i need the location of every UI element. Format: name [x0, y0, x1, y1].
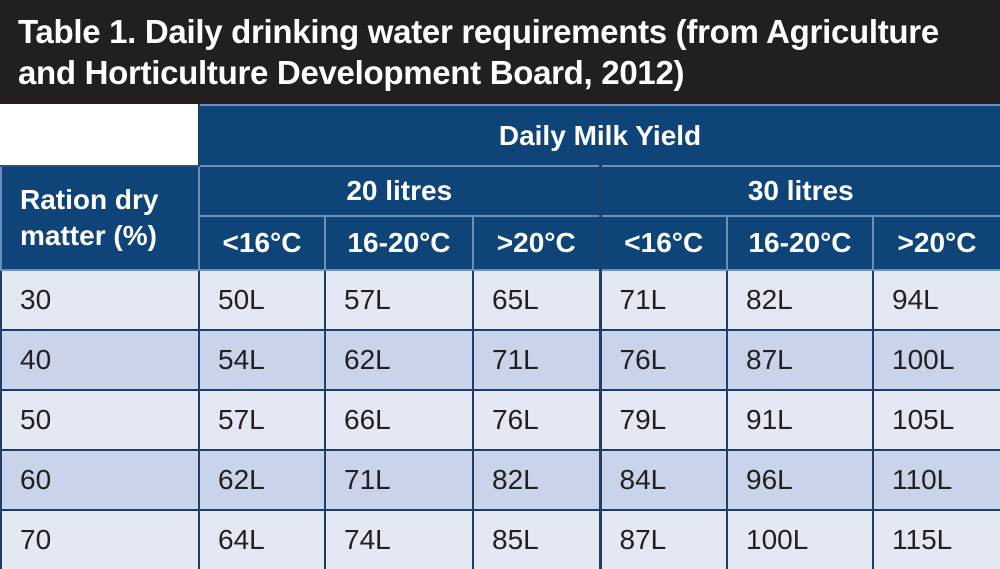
temp-header: >20°C [472, 215, 602, 271]
title-bar: Table 1. Daily drinking water requiremen… [0, 0, 1000, 104]
dry-matter-cell: 60 [0, 449, 200, 511]
value-cell: 87L [726, 329, 874, 391]
value-cell: 100L [871, 329, 1000, 391]
yield-header-30-litres: 30 litres [598, 165, 1000, 217]
value-cell: 57L [324, 269, 474, 331]
value-cell: 84L [599, 449, 728, 511]
table-title: Table 1. Daily drinking water requiremen… [18, 13, 939, 91]
table-row: 40 54L 62L 71L 76L 87L 100L [0, 329, 1000, 391]
value-cell: 71L [472, 329, 602, 391]
temp-header: 16-20°C [324, 215, 474, 271]
value-cell: 105L [871, 389, 1000, 451]
value-cell: 96L [726, 449, 874, 511]
water-requirements-table: Daily Milk Yield Ration dry matter (%) 2… [0, 104, 1000, 569]
value-cell: 65L [472, 269, 602, 331]
table-row: 60 62L 71L 82L 84L 96L 110L [0, 449, 1000, 511]
value-cell: 85L [472, 509, 602, 569]
dry-matter-cell: 70 [0, 509, 200, 569]
value-cell: 57L [198, 389, 326, 451]
value-cell: 82L [472, 449, 602, 511]
value-cell: 66L [324, 389, 474, 451]
temp-header: <16°C [599, 215, 728, 271]
value-cell: 64L [198, 509, 326, 569]
value-cell: 94L [871, 269, 1000, 331]
value-cell: 115L [871, 509, 1000, 569]
value-cell: 100L [726, 509, 874, 569]
value-cell: 91L [726, 389, 874, 451]
group-header-daily-milk-yield: Daily Milk Yield [197, 104, 1000, 167]
value-cell: 74L [324, 509, 474, 569]
value-cell: 110L [871, 449, 1000, 511]
value-cell: 79L [599, 389, 728, 451]
table-row: 30 50L 57L 65L 71L 82L 94L [0, 269, 1000, 331]
row-label-header: Ration dry matter (%) [0, 165, 200, 271]
value-cell: 76L [472, 389, 602, 451]
dry-matter-cell: 50 [0, 389, 200, 451]
dry-matter-cell: 40 [0, 329, 200, 391]
value-cell: 87L [599, 509, 728, 569]
value-cell: 62L [324, 329, 474, 391]
table-row: 50 57L 66L 76L 79L 91L 105L [0, 389, 1000, 451]
value-cell: 54L [198, 329, 326, 391]
corner-cell [1, 105, 200, 167]
dry-matter-cell: 30 [0, 269, 200, 331]
temp-header: 16-20°C [726, 215, 874, 271]
value-cell: 71L [599, 269, 728, 331]
value-cell: 71L [324, 449, 474, 511]
value-cell: 62L [198, 449, 326, 511]
temp-header: <16°C [198, 215, 326, 271]
value-cell: 82L [726, 269, 874, 331]
table-row: 70 64L 74L 85L 87L 100L 115L [0, 509, 1000, 569]
value-cell: 50L [198, 269, 326, 331]
yield-header-20-litres: 20 litres [198, 165, 602, 217]
value-cell: 76L [599, 329, 728, 391]
temp-header: >20°C [871, 215, 1000, 271]
